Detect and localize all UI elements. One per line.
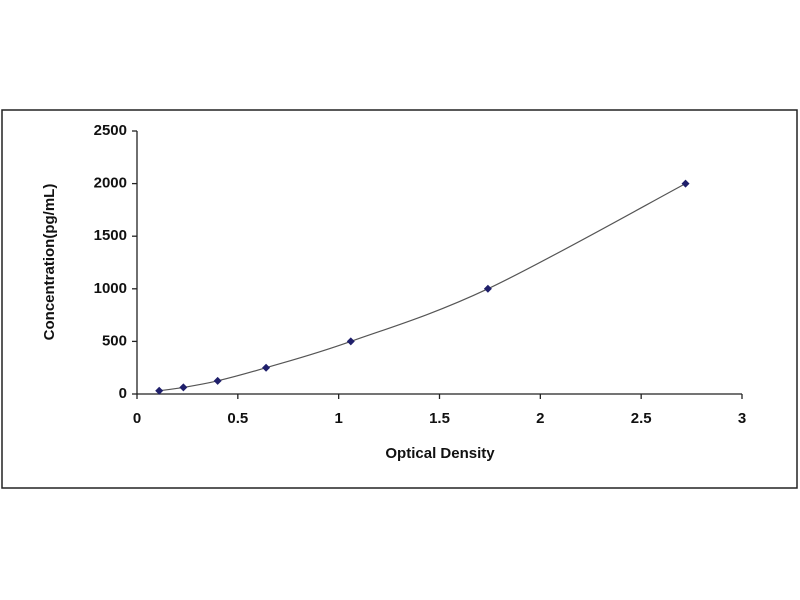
data-point [681,179,690,188]
y-tick-label: 0 [119,385,127,402]
x-tick-label: 2 [536,410,544,427]
x-tick-label: 0 [133,410,141,427]
x-tick-label: 3 [738,410,746,427]
chart-frame [1,109,798,489]
y-tick-label: 2000 [94,175,127,192]
data-point [346,337,355,346]
x-axis-label: Optical Density [385,445,495,462]
y-tick-label: 500 [102,332,127,349]
y-tick-label: 2500 [94,122,127,139]
x-tick-label: 2.5 [631,410,652,427]
data-point [483,284,492,293]
data-point [179,383,188,392]
y-axis-label: Concentration(pg/mL) [41,184,58,341]
data-point [155,386,164,395]
y-tick-label: 1500 [94,227,127,244]
data-point [213,376,222,385]
x-tick-label: 1 [334,410,342,427]
data-point [262,363,271,372]
x-tick-label: 1.5 [429,410,450,427]
fit-curve [159,183,686,392]
y-tick-label: 1000 [94,280,127,297]
x-tick-label: 0.5 [227,410,248,427]
